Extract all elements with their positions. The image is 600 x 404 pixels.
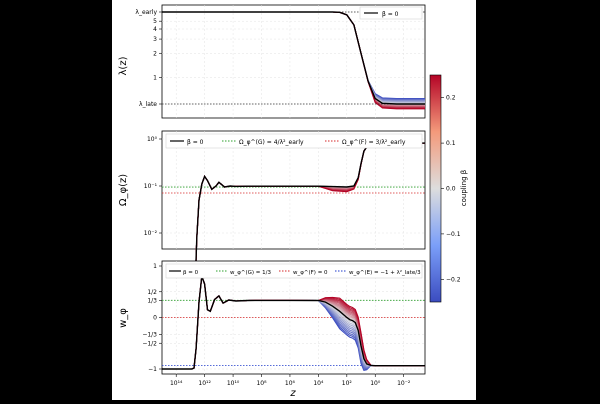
xtick-label-6: 10² bbox=[342, 380, 353, 387]
legend-middle: β = 0 Ω_φ^(G) = 4/λ²_early Ω_φ^(F) = 3/λ… bbox=[165, 133, 423, 149]
legend-label-beta0-top: β = 0 bbox=[382, 11, 399, 18]
ytick-top-6-label: λ_late bbox=[139, 101, 157, 108]
ytick-top-3-label: 3 bbox=[153, 36, 157, 43]
ylabel-top: λ(z) bbox=[118, 56, 129, 75]
legend-box-middle bbox=[165, 133, 423, 149]
ytick-bottom-4-label: −1/3 bbox=[142, 332, 157, 339]
figure: λ_early 5 4 3 2 1 λ_late λ(z) β = 0 10⁰ 10⁻¹ 10⁻… bbox=[112, 0, 476, 400]
ytick-bottom-1-label: 1/2 bbox=[147, 289, 157, 296]
legend-label-blue-bottom: w_φ^(E) = −1 + λ²_late/3 bbox=[349, 269, 421, 276]
xtick-label-4: 10⁶ bbox=[285, 380, 296, 387]
colorbar-tick-label-1: 0.1 bbox=[446, 140, 456, 147]
legend-label-beta0-bottom: β = 0 bbox=[183, 270, 199, 276]
legend-label-red-middle: Ω_φ^(F) = 3/λ²_early bbox=[342, 139, 406, 146]
ytick-top-5-label: 1 bbox=[153, 75, 157, 82]
xlabel: z bbox=[289, 388, 296, 399]
panel-w: 1 1/21/3 0 −1/3−1/2 −1 10¹⁴ 10¹² 10¹⁰ 10⁸ 10⁶ 10⁴… bbox=[118, 260, 426, 399]
ytick-top-0-label: λ_early bbox=[135, 9, 157, 16]
legend-box-bottom bbox=[165, 263, 423, 279]
legend-label-green-bottom: w_φ^(G) = 1/3 bbox=[230, 270, 271, 276]
legend-box-top bbox=[359, 6, 423, 20]
panel-lambda: λ_early 54 3 2 1 λ_late λ(z) β = 0 bbox=[118, 4, 426, 119]
ytick-bottom-5-label: −1/2 bbox=[142, 340, 157, 347]
ytick-bottom-0-label: 1 bbox=[153, 263, 157, 270]
series-line-beta0-top bbox=[162, 11, 425, 105]
xtick-label-1: 10¹² bbox=[198, 380, 211, 387]
legend-label-beta0-middle: β = 0 bbox=[187, 139, 204, 146]
ytick-bottom-6-label: −1 bbox=[148, 366, 157, 373]
xtick-label-5: 10⁴ bbox=[313, 380, 324, 387]
legend-top: β = 0 bbox=[359, 6, 423, 20]
colorbar-tick-label-2: 0.0 bbox=[446, 186, 456, 193]
legend-bottom: β = 0 w_φ^(G) = 1/3 w_φ^(F) = 0 w_φ^(E) … bbox=[165, 263, 423, 279]
colorbar-label: coupling β bbox=[460, 170, 468, 206]
legend-label-red-bottom: w_φ^(F) = 0 bbox=[293, 270, 328, 276]
ylabel-middle: Ω_φ(z) bbox=[118, 174, 129, 206]
ytick-bottom-2-label: 1/3 bbox=[147, 297, 157, 304]
figure-canvas: λ_early 54 3 2 1 λ_late λ(z) β = 0 10⁰ 10⁻¹ 10⁻… bbox=[118, 4, 468, 399]
ytick-top-2-label: 4 bbox=[153, 26, 157, 33]
grid-top bbox=[162, 5, 425, 118]
colorbar-gradient bbox=[429, 74, 442, 303]
panel-frame-middle bbox=[161, 130, 426, 250]
xtick-label-3: 10⁸ bbox=[256, 380, 267, 387]
ytick-top-1-label: 5 bbox=[153, 18, 157, 25]
yticks-top: λ_early 54 3 2 1 λ_late bbox=[135, 9, 162, 108]
legend-label-green-middle: Ω_φ^(G) = 4/λ²_early bbox=[239, 139, 304, 146]
xtick-label-2: 10¹⁰ bbox=[227, 380, 240, 387]
xticks-bottom: 10¹⁴ 10¹² 10¹⁰ 10⁸ 10⁶ 10⁴ 10² 10⁰ 10⁻² bbox=[170, 374, 411, 387]
series-bottom bbox=[162, 276, 425, 370]
yticks-middle: 10⁰ 10⁻¹ 10⁻² bbox=[144, 136, 162, 237]
series-top bbox=[162, 11, 425, 105]
reference-lines-middle bbox=[162, 186, 425, 194]
series-line-beta0-bottom bbox=[162, 276, 425, 370]
colorbar-tick-label-3: −0.1 bbox=[446, 231, 461, 238]
colorbar-ticks: 0.2 0.1 0.0 −0.1 −0.2 bbox=[441, 95, 461, 283]
ytick-middle-1-label: 10⁻¹ bbox=[144, 183, 158, 190]
xtick-label-7: 10⁰ bbox=[370, 380, 381, 387]
colorbar-tick-label-0: 0.2 bbox=[446, 95, 456, 102]
ylabel-bottom: w_φ bbox=[118, 308, 129, 328]
xtick-label-8: 10⁻² bbox=[397, 380, 411, 387]
ytick-top-4-label: 2 bbox=[153, 50, 157, 57]
colorbar-tick-label-4: −0.2 bbox=[446, 276, 461, 283]
ytick-bottom-3-label: 0 bbox=[153, 315, 157, 322]
xtick-label-0: 10¹⁴ bbox=[170, 380, 183, 387]
panel-omega: 10⁰ 10⁻¹ 10⁻² Ω_φ(z) β = 0 Ω_φ^(G) = 4/λ²_… bbox=[118, 130, 426, 299]
colorbar: 0.2 0.1 0.0 −0.1 −0.2 coupling β bbox=[429, 74, 468, 303]
yticks-bottom: 1 1/21/3 0 −1/3−1/2 −1 bbox=[142, 263, 162, 373]
ytick-middle-2-label: 10⁻² bbox=[144, 230, 158, 237]
ytick-middle-0-label: 10⁰ bbox=[147, 136, 158, 143]
